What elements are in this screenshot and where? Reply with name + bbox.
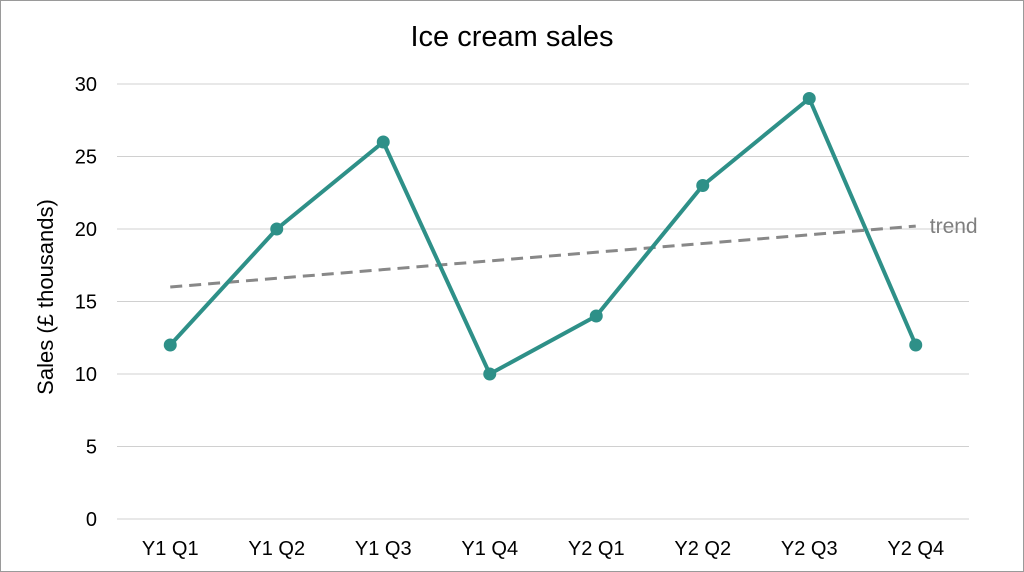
y-tick-label: 10 (75, 364, 97, 386)
x-tick-label: Y1 Q4 (461, 538, 518, 560)
data-point (909, 338, 923, 352)
y-axis-ticks: 0 5 10 15 20 25 30 (75, 74, 97, 531)
y-axis-title: Sales (£ thousands) (33, 199, 58, 395)
x-tick-label: Y2 Q4 (887, 538, 944, 560)
chart-title: Ice cream sales (410, 21, 613, 53)
data-point (376, 135, 390, 149)
x-tick-label: Y2 Q2 (674, 538, 731, 560)
y-tick-label: 25 (75, 147, 97, 169)
data-point (696, 179, 710, 192)
x-tick-label: Y2 Q3 (781, 538, 838, 560)
trendline-group: trend (170, 215, 978, 289)
x-tick-label: Y1 Q2 (248, 538, 305, 560)
x-tick-label: Y2 Q1 (568, 538, 625, 560)
data-point (270, 222, 284, 236)
series-group (163, 92, 923, 381)
x-tick-label: Y1 Q3 (355, 538, 412, 560)
data-point (163, 338, 177, 352)
trendline (170, 224, 916, 289)
y-tick-label: 30 (75, 74, 97, 96)
y-tick-label: 5 (86, 437, 97, 459)
data-point (589, 309, 603, 323)
trendline-label: trend (930, 215, 978, 238)
y-tick-label: 0 (86, 509, 97, 531)
x-tick-label: Y1 Q1 (142, 538, 199, 560)
series-line (168, 96, 918, 376)
y-tick-label: 20 (75, 219, 97, 241)
x-axis-ticks: Y1 Q1 Y1 Q2 Y1 Q3 Y1 Q4 Y2 Q1 Y2 Q2 Y2 Q3 Y2 Q4 (142, 538, 944, 560)
y-tick-label: 15 (75, 292, 97, 314)
gridlines (117, 83, 969, 520)
data-point (802, 92, 816, 105)
data-point (483, 367, 497, 381)
